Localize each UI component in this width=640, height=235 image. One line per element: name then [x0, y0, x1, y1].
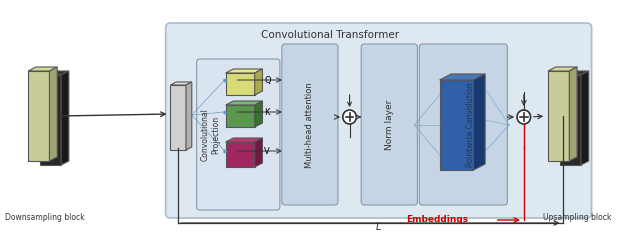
Polygon shape: [186, 82, 192, 150]
Polygon shape: [226, 138, 262, 142]
FancyBboxPatch shape: [419, 44, 508, 205]
Polygon shape: [548, 71, 570, 161]
Text: Multi-head attention: Multi-head attention: [305, 82, 314, 168]
Polygon shape: [255, 138, 262, 167]
Polygon shape: [226, 101, 262, 105]
Polygon shape: [474, 74, 485, 170]
Text: K: K: [264, 107, 270, 117]
Polygon shape: [61, 71, 69, 165]
Polygon shape: [40, 75, 61, 165]
Polygon shape: [226, 142, 255, 167]
Polygon shape: [581, 71, 589, 165]
Text: Convolutional Transformer: Convolutional Transformer: [261, 30, 399, 40]
Text: Pointwise Convolution: Pointwise Convolution: [466, 83, 475, 167]
FancyBboxPatch shape: [361, 44, 417, 205]
Polygon shape: [440, 74, 485, 80]
Text: V: V: [264, 146, 270, 156]
FancyBboxPatch shape: [166, 23, 591, 218]
FancyBboxPatch shape: [282, 44, 338, 205]
Polygon shape: [28, 67, 57, 71]
Polygon shape: [255, 101, 262, 127]
Polygon shape: [255, 69, 262, 95]
Polygon shape: [226, 73, 255, 95]
Polygon shape: [440, 80, 474, 170]
Text: Convolutional
Projection: Convolutional Projection: [200, 109, 220, 161]
Polygon shape: [226, 105, 255, 127]
Text: Embeddings: Embeddings: [406, 215, 468, 224]
Polygon shape: [226, 69, 262, 73]
Polygon shape: [170, 85, 186, 150]
Polygon shape: [40, 71, 69, 75]
Polygon shape: [570, 67, 577, 161]
Polygon shape: [170, 82, 192, 85]
Text: Q: Q: [264, 75, 271, 85]
Polygon shape: [49, 67, 57, 161]
Text: Upsampling block: Upsampling block: [543, 212, 611, 222]
Polygon shape: [559, 75, 581, 165]
Polygon shape: [28, 71, 49, 161]
Text: L: L: [376, 222, 381, 232]
Text: Downsampling block: Downsampling block: [5, 212, 84, 222]
Polygon shape: [548, 67, 577, 71]
Text: Norm layer: Norm layer: [385, 100, 394, 150]
Circle shape: [517, 110, 531, 124]
Polygon shape: [559, 71, 589, 75]
Circle shape: [343, 110, 356, 124]
FancyBboxPatch shape: [196, 59, 280, 210]
